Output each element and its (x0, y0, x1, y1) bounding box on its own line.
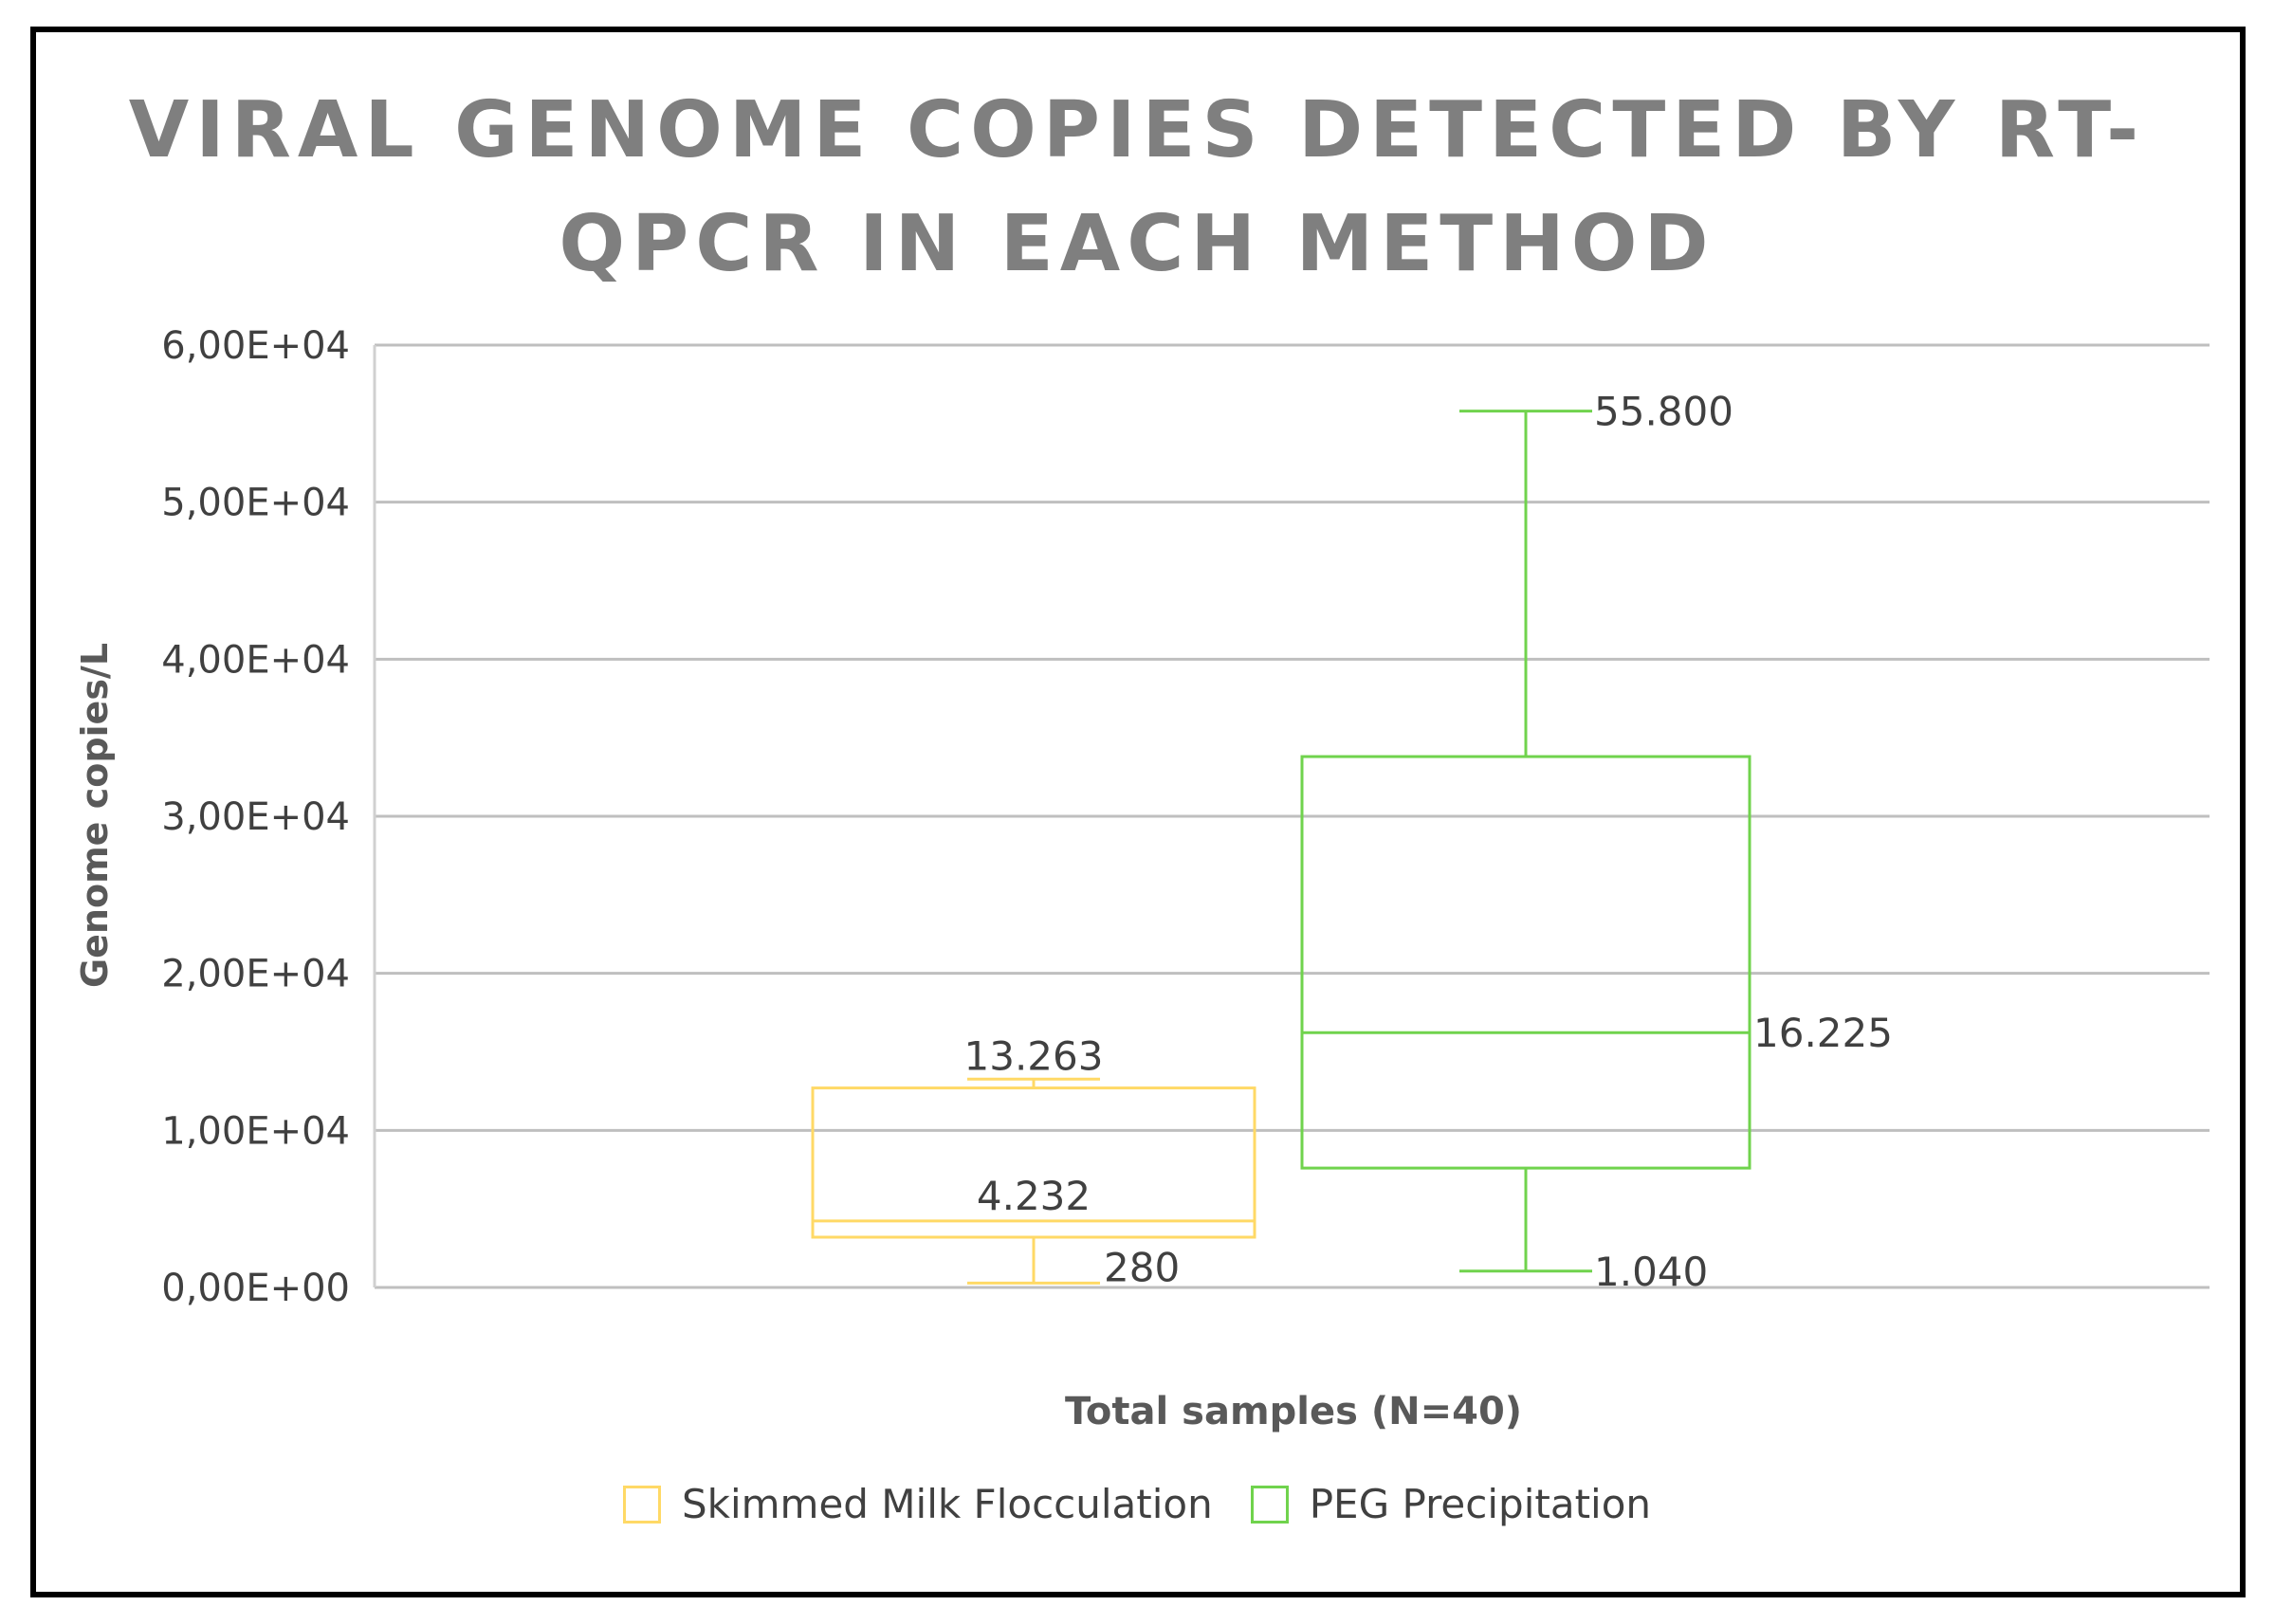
y-tick-label: 5,00E+04 (161, 482, 350, 525)
legend-label-peg: PEG Precipitation (1309, 1481, 1652, 1527)
legend: Skimmed Milk Flocculation PEG Precipitat… (0, 1481, 2274, 1527)
box-skimmed-milk: 13.263 4.232 280 (811, 1032, 1256, 1290)
label-min: 280 (1104, 1244, 1180, 1290)
legend-label-skimmed-milk: Skimmed Milk Flocculation (681, 1481, 1213, 1527)
legend-swatch-peg (1250, 1485, 1289, 1524)
label-max: 55.800 (1594, 389, 1733, 435)
iqr-box (1300, 755, 1751, 1170)
gridlines (375, 343, 2210, 1289)
y-tick-label: 2,00E+04 (161, 953, 350, 996)
box-peg: 55.800 16.225 1.040 (1300, 389, 1893, 1295)
legend-item-peg: PEG Precipitation (1250, 1481, 1652, 1527)
label-max: 13.263 (964, 1032, 1104, 1079)
label-min: 1.040 (1594, 1249, 1708, 1295)
y-tick-label: 1,00E+04 (161, 1109, 350, 1153)
x-axis-label: Total samples (N=40) (1064, 1390, 1523, 1433)
legend-item-skimmed-milk: Skimmed Milk Flocculation (622, 1481, 1213, 1527)
y-axis: 0,00E+00 1,00E+04 2,00E+04 3,00E+04 4,00E+04… (161, 324, 376, 1310)
label-median: 16.225 (1753, 1010, 1893, 1056)
legend-swatch-skimmed-milk (622, 1485, 661, 1524)
iqr-box (811, 1086, 1256, 1239)
y-tick-label: 0,00E+00 (161, 1267, 350, 1310)
box-series: 13.263 4.232 280 55.800 16.225 1.040 (811, 389, 1893, 1295)
y-tick-label: 4,00E+04 (161, 638, 350, 682)
chart-title-line-1: VIRAL GENOME COPIES DETECTED BY RT- (128, 85, 2146, 175)
label-median: 4.232 (977, 1173, 1091, 1219)
chart-title-line-2: QPCR IN EACH METHOD (559, 199, 1715, 289)
chart-frame (30, 27, 2246, 1597)
y-tick-label: 6,00E+04 (161, 324, 350, 368)
y-tick-label: 3,00E+04 (161, 795, 350, 839)
chart-title: VIRAL GENOME COPIES DETECTED BY RT- QPCR… (0, 74, 2274, 301)
